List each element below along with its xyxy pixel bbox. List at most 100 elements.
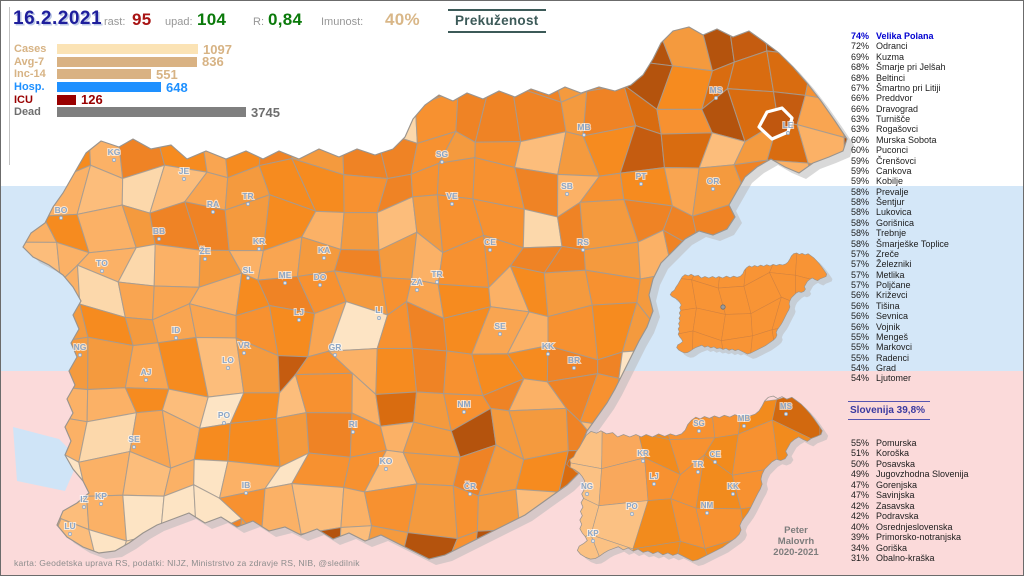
list-item-pct: 55% bbox=[850, 438, 869, 448]
bar bbox=[57, 94, 76, 105]
prekuzenost-tab-button[interactable]: Prekuženost bbox=[448, 9, 546, 33]
list-item-name: Obalno-kraška bbox=[876, 552, 935, 563]
list-item-name: Preddvor bbox=[876, 93, 913, 104]
list-item: 59% Cankova bbox=[845, 166, 1021, 176]
list-item-pct: 39% bbox=[850, 532, 869, 543]
list-item-name: Murska Sobota bbox=[876, 134, 937, 145]
list-item: 42% Zasavska bbox=[845, 501, 1023, 511]
panel-divider-line bbox=[9, 7, 10, 165]
list-item: 56% Križevci bbox=[845, 290, 1021, 300]
list-item-pct: 55% bbox=[850, 342, 869, 353]
list-item: 57% Poljčane bbox=[845, 280, 1021, 290]
list-item: 58% Prevalje bbox=[845, 187, 1021, 197]
list-item: 68% Šmarje pri Jelšah bbox=[845, 62, 1021, 72]
list-item: 60% Puconci bbox=[845, 145, 1021, 155]
rast-label: rast: bbox=[104, 16, 126, 28]
list-item: 40% Osrednjeslovenska bbox=[845, 522, 1023, 532]
list-item-pct: 58% bbox=[850, 228, 869, 239]
list-item-pct: 57% bbox=[850, 248, 869, 259]
list-item-pct: 58% bbox=[850, 197, 869, 207]
list-item-pct: 47% bbox=[850, 479, 869, 490]
slovenia-summary-label: Slovenija 39,8% bbox=[848, 401, 931, 420]
list-item: 59% Kobilje bbox=[845, 176, 1021, 186]
list-item-pct: 56% bbox=[850, 300, 869, 311]
list-item: 47% Savinjska bbox=[845, 490, 1023, 500]
list-item-pct: 55% bbox=[850, 331, 869, 342]
list-item: 42% Podravska bbox=[845, 511, 1023, 521]
list-item: 58% Gorišnica bbox=[845, 218, 1021, 228]
status-bar-chart: Cases 1097 Avg-7 836 Inc-14 551 Hosp. 648 ICU 126… bbox=[14, 42, 314, 120]
bar bbox=[57, 82, 161, 93]
bar bbox=[57, 56, 197, 67]
bar-label: Hosp. bbox=[14, 81, 45, 94]
list-item-pct: 58% bbox=[850, 238, 869, 249]
list-item-name: Kobilje bbox=[876, 176, 904, 187]
list-item-pct: 59% bbox=[850, 165, 869, 176]
list-item-name: Križevci bbox=[876, 290, 908, 301]
list-item-name: Osrednjeslovenska bbox=[876, 521, 953, 532]
bar-value: 3745 bbox=[251, 104, 280, 120]
list-item-pct: 57% bbox=[850, 280, 869, 290]
list-item-pct: 51% bbox=[850, 448, 869, 459]
list-item-name: Trebnje bbox=[876, 228, 907, 239]
list-item-name: Gorenjska bbox=[876, 479, 918, 490]
list-item: 57% Zreče bbox=[845, 249, 1021, 259]
list-item-pct: 59% bbox=[850, 176, 869, 187]
list-item-pct: 50% bbox=[850, 458, 869, 469]
list-item: 58% Šmarješke Toplice bbox=[845, 239, 1021, 249]
imunost-value: 40% bbox=[385, 10, 420, 29]
list-item-name: Šmarješke Toplice bbox=[876, 238, 949, 249]
list-item: 54% Ljutomer bbox=[845, 373, 1021, 383]
list-item-pct: 72% bbox=[850, 41, 869, 52]
list-item-name: Primorsko-notranjska bbox=[876, 532, 962, 543]
list-item: 55% Pomurska bbox=[845, 438, 1023, 448]
list-item: 58% Šentjur bbox=[845, 197, 1021, 207]
list-item: 57% Metlika bbox=[845, 270, 1021, 280]
list-item-name: Podravska bbox=[876, 511, 919, 522]
list-item-pct: 42% bbox=[850, 500, 869, 511]
list-item-name: Ljutomer bbox=[876, 373, 912, 384]
list-item-pct: 68% bbox=[850, 62, 869, 73]
list-item-name: Sevnica bbox=[876, 311, 909, 322]
list-item: 47% Gorenjska bbox=[845, 480, 1023, 490]
list-item-pct: 68% bbox=[850, 72, 869, 83]
list-item: 54% Grad bbox=[845, 363, 1021, 373]
list-item: 63% Turnišče bbox=[845, 114, 1021, 124]
list-item-pct: 55% bbox=[850, 352, 869, 363]
list-item-name: Zreče bbox=[876, 248, 900, 259]
bar bbox=[57, 44, 198, 55]
bar-label: Dead bbox=[14, 106, 41, 119]
signature-line-3: 2020-2021 bbox=[773, 547, 819, 558]
status-bar-row: Hosp. 648 bbox=[14, 80, 314, 95]
list-item-pct: 60% bbox=[850, 134, 869, 145]
list-item-name: Šmarje pri Jelšah bbox=[876, 62, 946, 73]
list-item-name: Šentjur bbox=[876, 197, 905, 207]
list-item-name: Grad bbox=[876, 363, 897, 373]
list-item: 58% Lukovica bbox=[845, 207, 1021, 217]
list-item-pct: 69% bbox=[850, 51, 869, 62]
list-item-name: Pomurska bbox=[876, 438, 917, 448]
r-value: 0,84 bbox=[268, 10, 303, 29]
list-item: 56% Tišina bbox=[845, 301, 1021, 311]
list-item-pct: 58% bbox=[850, 186, 869, 197]
list-item-name: Črenšovci bbox=[876, 155, 917, 166]
list-item: 60% Murska Sobota bbox=[845, 135, 1021, 145]
list-item-name: Rogašovci bbox=[876, 124, 919, 135]
municipality-ranking-list: 74% Velika Polana 72% Odranci 69% Kuzma 68% Šma… bbox=[845, 31, 1021, 384]
list-item-name: Kuzma bbox=[876, 51, 905, 62]
author-signature: Peter Malovrh 2020-2021 bbox=[764, 525, 828, 558]
r-label: R: bbox=[253, 16, 264, 28]
date-label: 16.2.2021 bbox=[13, 8, 103, 29]
list-item-pct: 42% bbox=[850, 511, 869, 522]
status-bar-row: Cases 1097 bbox=[14, 42, 314, 57]
list-item-pct: 56% bbox=[850, 290, 869, 301]
list-item-pct: 66% bbox=[850, 103, 869, 114]
list-item-name: Zasavska bbox=[876, 500, 915, 511]
bar-label: Avg-7 bbox=[14, 55, 45, 68]
list-item: 58% Trebnje bbox=[845, 228, 1021, 238]
list-item-pct: 63% bbox=[850, 114, 869, 124]
list-item-pct: 59% bbox=[850, 155, 869, 166]
list-item-pct: 34% bbox=[850, 542, 869, 553]
list-item-name: Jugovzhodna Slovenija bbox=[876, 469, 969, 480]
